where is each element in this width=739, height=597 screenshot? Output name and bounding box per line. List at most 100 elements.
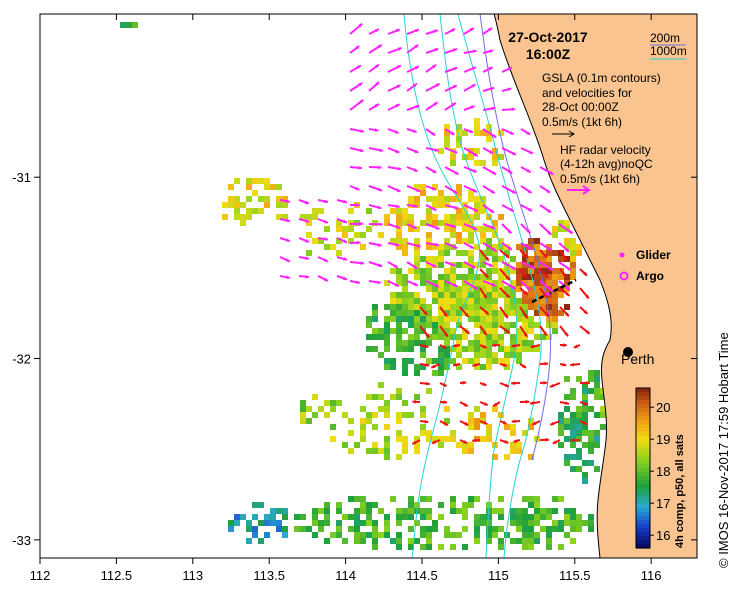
sst-pixel [492,256,498,262]
sst-pixel [480,232,486,238]
sst-pixel [492,334,498,340]
sst-pixel [246,526,252,532]
sst-pixel [390,292,396,298]
sst-pixel [312,394,318,400]
gsla-line-2: and velocities for [542,86,632,100]
sst-pixel [480,334,486,340]
sst-pixel [564,304,570,310]
sst-pixel [504,454,510,460]
sst-pixel [360,532,366,538]
sst-pixel [234,202,240,208]
sst-pixel [552,280,558,286]
x-tick-label: 115.5 [559,568,591,583]
sst-pixel [510,334,516,340]
sst-pixel [372,334,378,340]
sst-pixel [588,376,594,382]
sst-pixel [396,322,402,328]
sst-pixel [474,160,480,166]
sst-pixel [240,514,246,520]
sst-pixel [564,436,570,442]
sst-pixel [450,430,456,436]
sst-pixel [522,538,528,544]
colorbar-swatch [636,396,650,401]
sst-pixel [588,520,594,526]
sst-pixel [588,388,594,394]
sst-pixel [354,532,360,538]
sst-pixel [384,424,390,430]
sst-pixel [522,322,528,328]
sst-pixel [450,292,456,298]
sst-pixel [486,424,492,430]
colorbar-title: 4h comp, p50, all sats [674,434,686,548]
sst-pixel [456,250,462,256]
colorbar-swatch [636,512,650,517]
sst-pixel [282,526,288,532]
sst-pixel [300,400,306,406]
sst-pixel [468,256,474,262]
sst-pixel [444,196,450,202]
sst-pixel [492,160,498,166]
sst-pixel [372,346,378,352]
sst-pixel [408,322,414,328]
sst-pixel [396,412,402,418]
sst-pixel [450,532,456,538]
sst-pixel [444,286,450,292]
sst-pixel [558,442,564,448]
sst-pixel [492,310,498,316]
sst-pixel [414,250,420,256]
sst-pixel [540,508,546,514]
sst-pixel [408,196,414,202]
sst-pixel [246,178,252,184]
sst-pixel [432,328,438,334]
sst-pixel [312,208,318,214]
sst-pixel [438,442,444,448]
sst-pixel [450,298,456,304]
sst-pixel [534,520,540,526]
sst-pixel [474,340,480,346]
radar-line-2: (4-12h avg)noQC [560,157,653,171]
sst-pixel [360,520,366,526]
sst-pixel [372,412,378,418]
sst-pixel [528,526,534,532]
sst-pixel [354,538,360,544]
sst-pixel [468,310,474,316]
sst-pixel [240,214,246,220]
sst-pixel [534,502,540,508]
sst-pixel [390,268,396,274]
sst-pixel [282,532,288,538]
sst-pixel [450,544,456,550]
sst-pixel [558,520,564,526]
sst-pixel [498,130,504,136]
sst-pixel [516,508,522,514]
sst-pixel [552,322,558,328]
sst-pixel [318,406,324,412]
sst-pixel [372,502,378,508]
sst-pixel [468,502,474,508]
sst-pixel [426,268,432,274]
sst-pixel [456,292,462,298]
sst-pixel [564,520,570,526]
sst-pixel [534,508,540,514]
sst-pixel [426,358,432,364]
sst-pixel [546,544,552,550]
sst-pixel [564,532,570,538]
sst-pixel [486,286,492,292]
sst-pixel [354,526,360,532]
sst-pixel [504,424,510,430]
sst-pixel [522,346,528,352]
sst-pixel [492,532,498,538]
sst-pixel [438,544,444,550]
sst-pixel [486,526,492,532]
sst-pixel [432,256,438,262]
sst-pixel [462,508,468,514]
sst-pixel [132,22,138,28]
sst-pixel [462,334,468,340]
sst-pixel [402,208,408,214]
colorbar-swatch [636,496,650,501]
sst-pixel [276,184,282,190]
sst-pixel [576,376,582,382]
sst-pixel [444,532,450,538]
sst-pixel [408,358,414,364]
sst-pixel [474,532,480,538]
sst-pixel [414,304,420,310]
